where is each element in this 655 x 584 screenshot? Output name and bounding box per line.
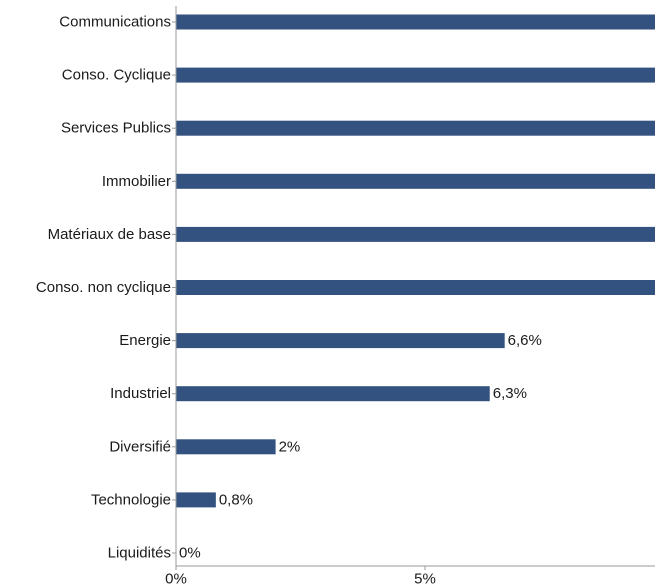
bar: [176, 173, 655, 189]
bar: [176, 14, 655, 30]
value-label: 0,8%: [219, 491, 253, 508]
bar: [176, 120, 655, 136]
category-label: Energie: [119, 332, 171, 349]
category-label: Immobilier: [102, 173, 171, 190]
category-label: Matériaux de base: [48, 226, 171, 243]
category-label: Diversifié: [109, 438, 171, 455]
category-label: Technologie: [91, 491, 171, 508]
value-label: 0%: [179, 545, 201, 562]
category-label: Services Publics: [61, 120, 171, 137]
category-label: Liquidités: [108, 545, 171, 562]
bar: [176, 226, 655, 242]
bar: [176, 492, 216, 508]
category-label: Communications: [59, 14, 171, 31]
x-tick-label: 5%: [414, 571, 436, 584]
bar: [176, 280, 655, 295]
category-label: Conso. Cyclique: [62, 67, 171, 84]
bars-layer: [176, 14, 655, 508]
value-label: 6,6%: [508, 332, 542, 349]
category-label: Industriel: [110, 385, 171, 402]
bar: [176, 439, 276, 455]
category-label: Conso. non cyclique: [36, 279, 171, 296]
x-tick-label: 0%: [165, 571, 187, 584]
bar: [176, 67, 655, 83]
value-label: 2%: [279, 438, 301, 455]
labels-layer: Communications16,9%Conso. Cyclique16,1%S…: [36, 14, 542, 584]
bar: [176, 333, 505, 349]
bar: [176, 386, 490, 402]
axis-layer: [172, 6, 655, 570]
value-label: 6,3%: [493, 385, 527, 402]
